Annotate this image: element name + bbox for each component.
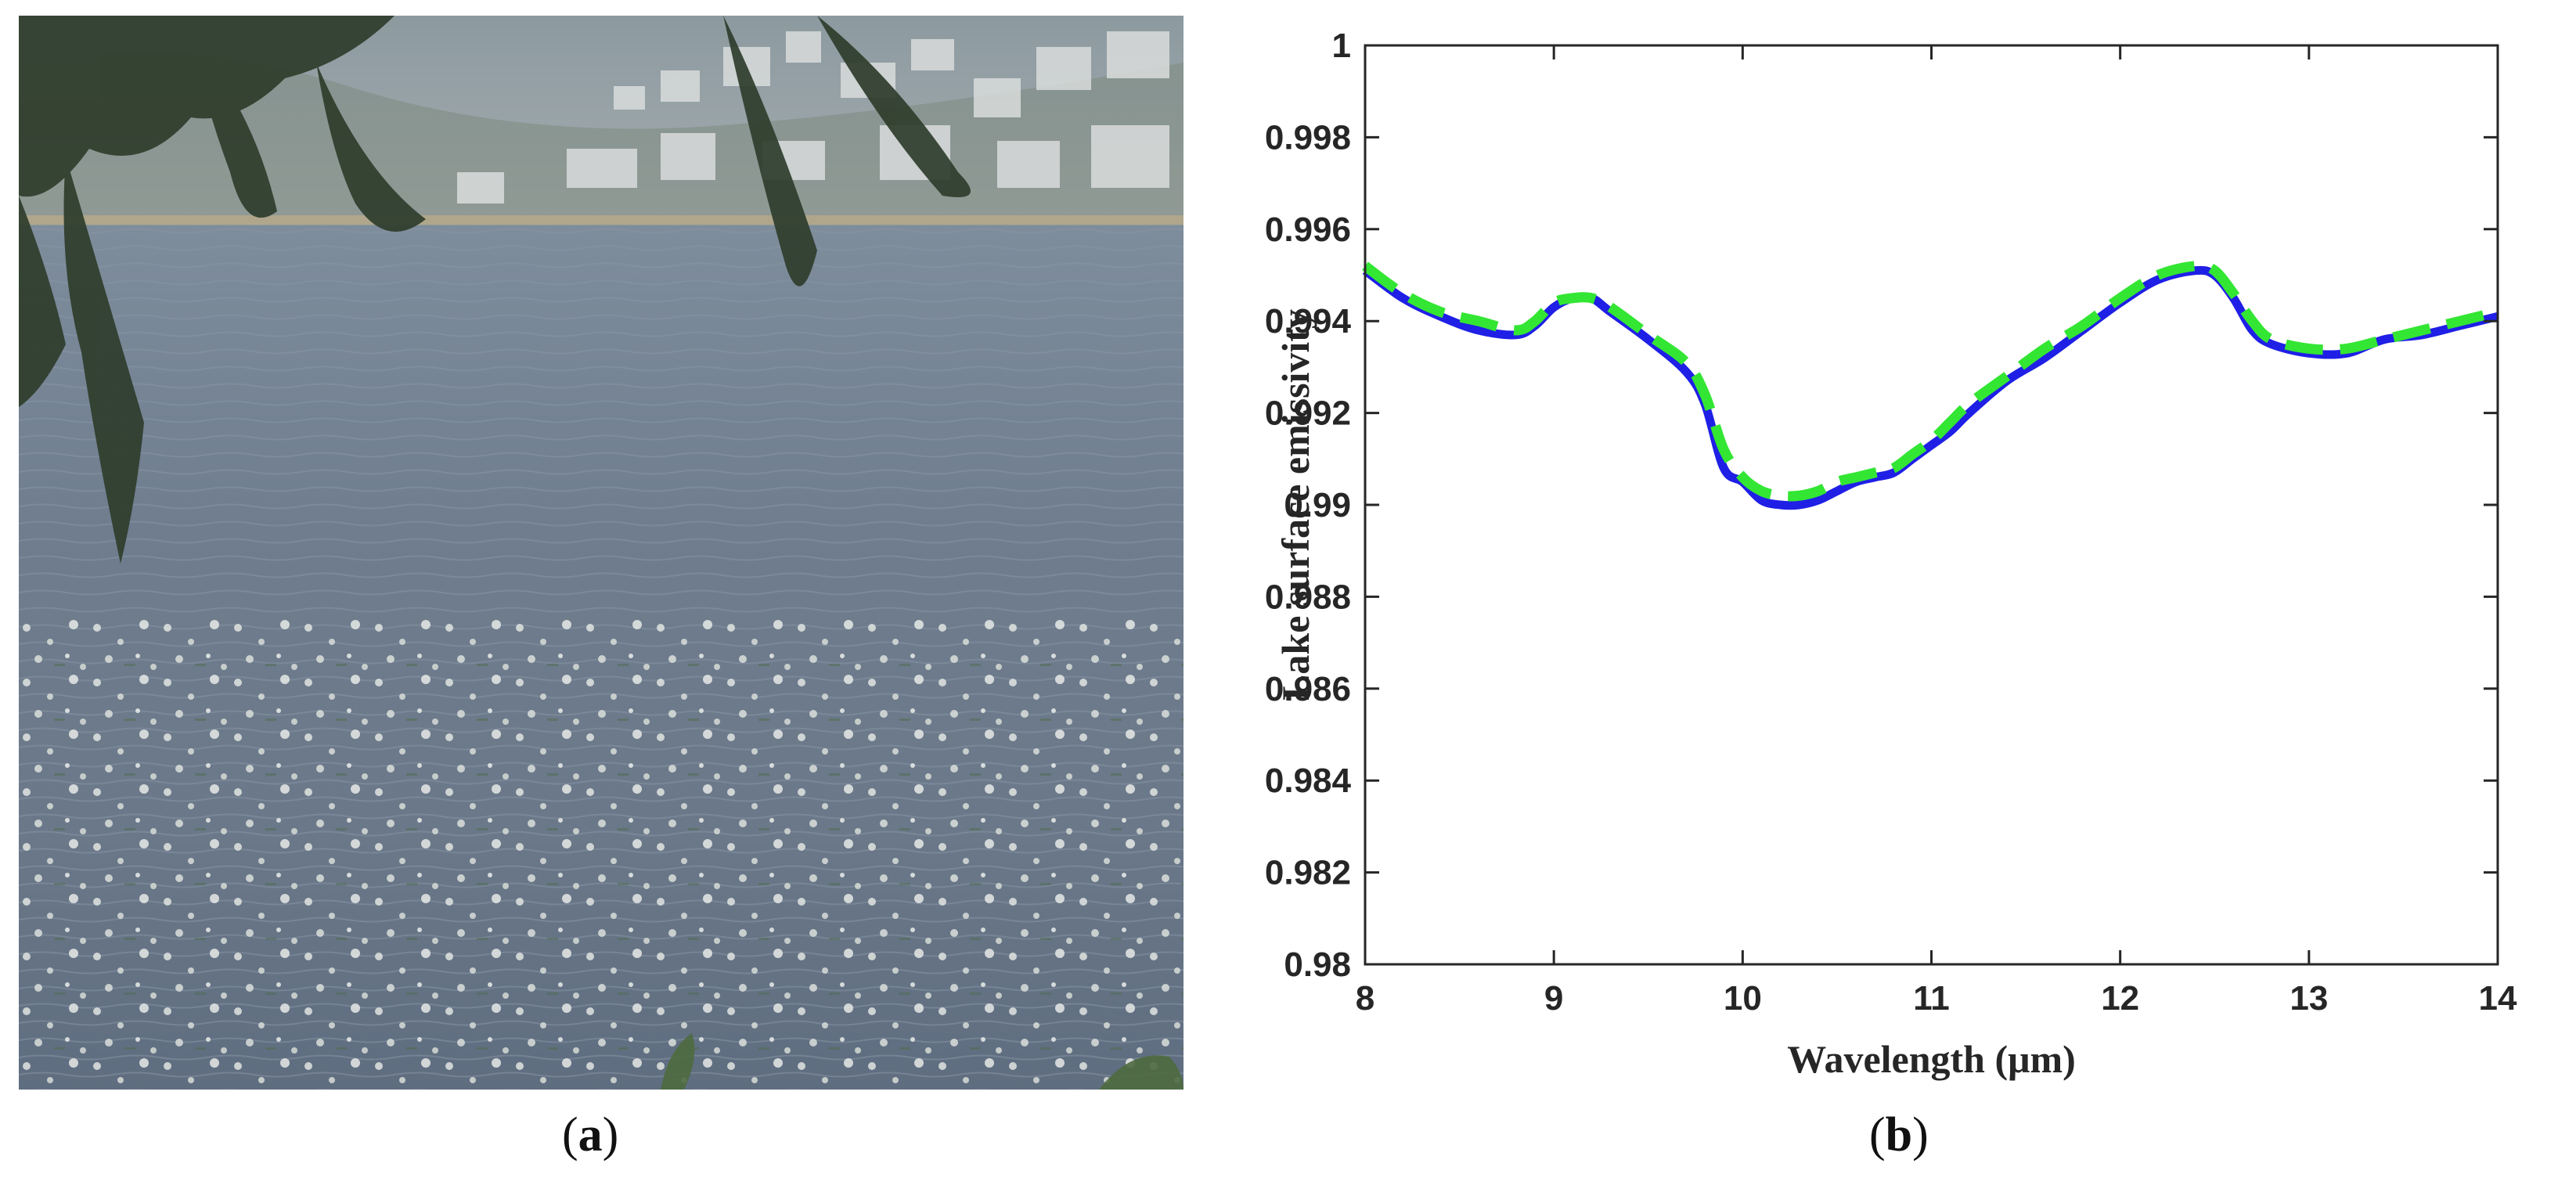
y-tick-label: 0.988 [1265, 578, 1351, 616]
plot-frame [1364, 44, 2499, 966]
chart-canvas: 8 9 10 11 12 13 14 0.98 0.982 0.984 0.986 0.988 0.99… [1265, 27, 2517, 1081]
x-axis-label: Wavelength (μm) [1787, 1037, 2076, 1081]
solid-series-line [1362, 265, 2499, 510]
x-tick-label: 13 [2290, 979, 2328, 1018]
y-tick-label: 1 [1332, 27, 1351, 65]
y-tick-label: 0.986 [1265, 670, 1351, 708]
x-tick-label: 8 [1356, 979, 1374, 1018]
x-tick-label: 11 [1913, 979, 1950, 1018]
x-tick-label: 12 [2101, 979, 2139, 1018]
y-tick-label: 0.982 [1265, 854, 1351, 892]
chart-axes [1364, 44, 2499, 966]
caption-a-open: ( [562, 1108, 578, 1162]
y-tick-label: 0.98 [1284, 946, 1351, 984]
y-tick-label: 0.984 [1265, 762, 1352, 800]
x-tick-label: 10 [1724, 979, 1762, 1018]
y-tick-label: 0.994 [1265, 302, 1352, 340]
y-axis-label: Lake surface emissivity [1274, 309, 1317, 701]
lake-photo-image [19, 16, 1184, 1090]
caption-b-letter: b [1885, 1108, 1913, 1162]
y-tick-label: 0.996 [1265, 211, 1351, 249]
emissivity-chart: 8 9 10 11 12 13 14 0.98 0.982 0.984 0.986 0.988 0.99… [1221, 0, 2576, 1104]
y-tick-label: 0.99 [1284, 486, 1351, 524]
y-tick-label: 0.992 [1265, 394, 1351, 433]
caption-a-close: ) [602, 1108, 619, 1162]
caption-b-close: ) [1912, 1108, 1929, 1162]
panel-a-caption: (a) [562, 1108, 618, 1163]
panel-b-caption: (b) [1869, 1108, 1929, 1163]
caption-b-open: ( [1869, 1108, 1886, 1162]
dashed-series-line [1362, 260, 2499, 502]
lake-photo [19, 16, 1184, 1090]
caption-a-letter: a [578, 1108, 603, 1162]
x-tick-label: 14 [2479, 979, 2517, 1018]
x-tick-label: 9 [1544, 979, 1563, 1018]
tick-labels: 8 9 10 11 12 13 14 0.98 0.982 0.984 0.986 0.988 0.99… [1265, 27, 2517, 1018]
y-tick-label: 0.998 [1265, 118, 1351, 157]
plot-area [1362, 260, 2499, 510]
